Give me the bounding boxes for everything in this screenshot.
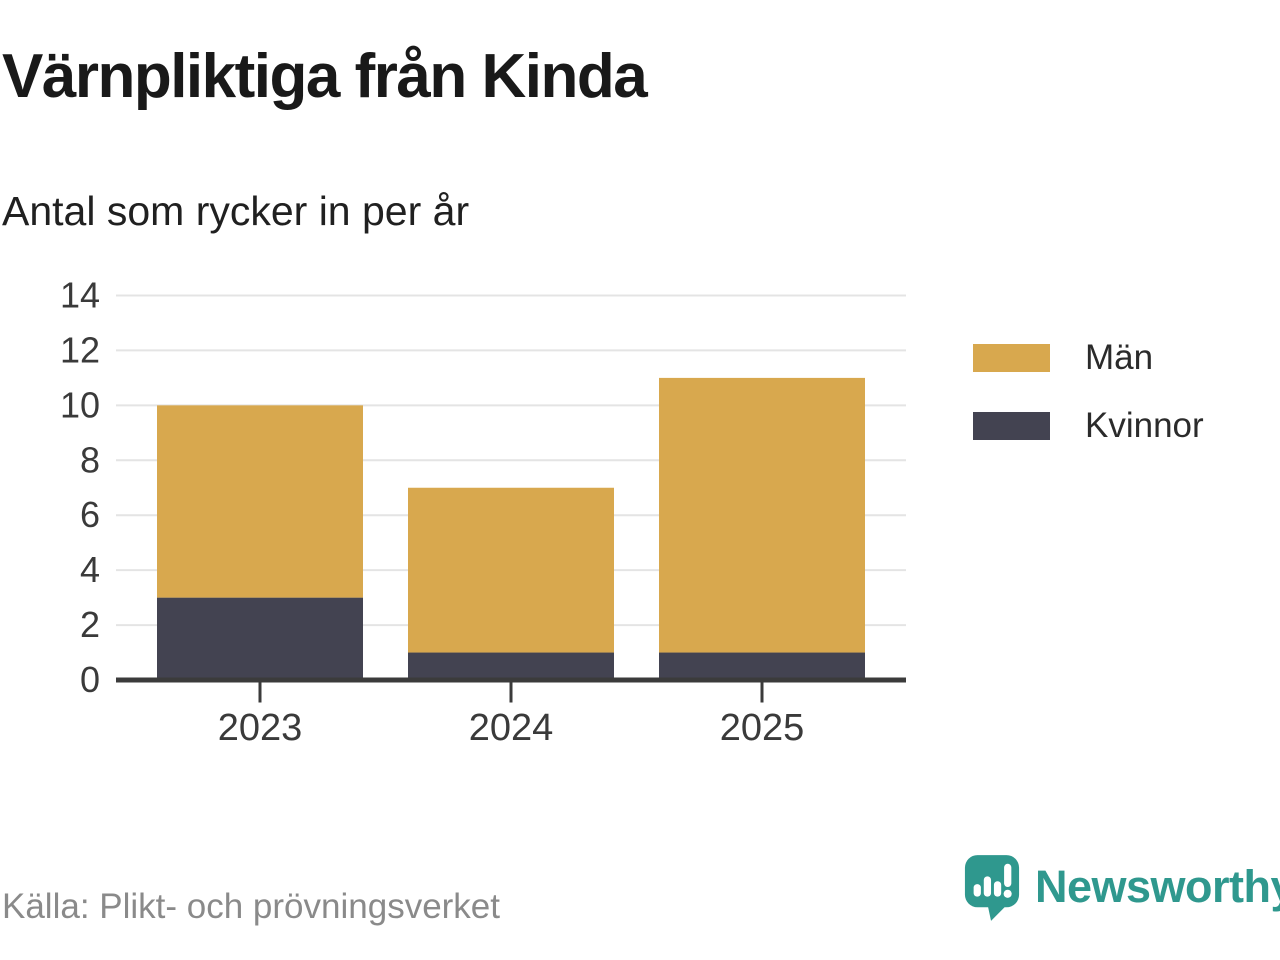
bar-segment-män-2024 — [408, 487, 614, 653]
newsworthy-wordmark: Newsworthy — [1035, 861, 1280, 912]
legend-item-män: Män — [973, 338, 1204, 378]
x-tick-label-2024: 2024 — [469, 707, 554, 749]
y-tick-label-4: 4 — [80, 549, 100, 590]
legend: Män Kvinnor — [973, 338, 1204, 474]
legend-label: Kvinnor — [1085, 406, 1204, 445]
y-tick-label-6: 6 — [80, 494, 100, 535]
y-tick-label-10: 10 — [60, 384, 100, 425]
y-tick-label-8: 8 — [80, 439, 100, 480]
y-tick-label-2: 2 — [80, 604, 100, 645]
newsworthy-logo: Newsworthy — [963, 853, 1280, 921]
bar-segment-kvinnor-2025 — [659, 652, 865, 680]
legend-label: Män — [1085, 338, 1154, 377]
newsworthy-icon — [964, 855, 1020, 921]
x-tick-label-2023: 2023 — [218, 707, 303, 749]
chart-subtitle: Antal som rycker in per år — [2, 188, 470, 234]
x-tick-label-2025: 2025 — [720, 707, 805, 749]
legend-swatch-män — [973, 344, 1050, 372]
legend-item-kvinnor: Kvinnor — [973, 406, 1204, 446]
chart-title: Värnpliktiga från Kinda — [2, 42, 648, 111]
source-note: Källa: Plikt- och prövningsverket — [2, 887, 500, 926]
y-tick-label-12: 12 — [60, 329, 100, 370]
y-tick-label-14: 14 — [60, 275, 100, 316]
bar-segment-män-2025 — [659, 377, 865, 653]
y-tick-label-0: 0 — [80, 659, 100, 700]
bar-segment-kvinnor-2023 — [157, 597, 363, 680]
legend-swatch-kvinnor — [973, 412, 1050, 440]
bar-segment-män-2023 — [157, 405, 363, 598]
bar-segment-kvinnor-2024 — [408, 652, 614, 680]
